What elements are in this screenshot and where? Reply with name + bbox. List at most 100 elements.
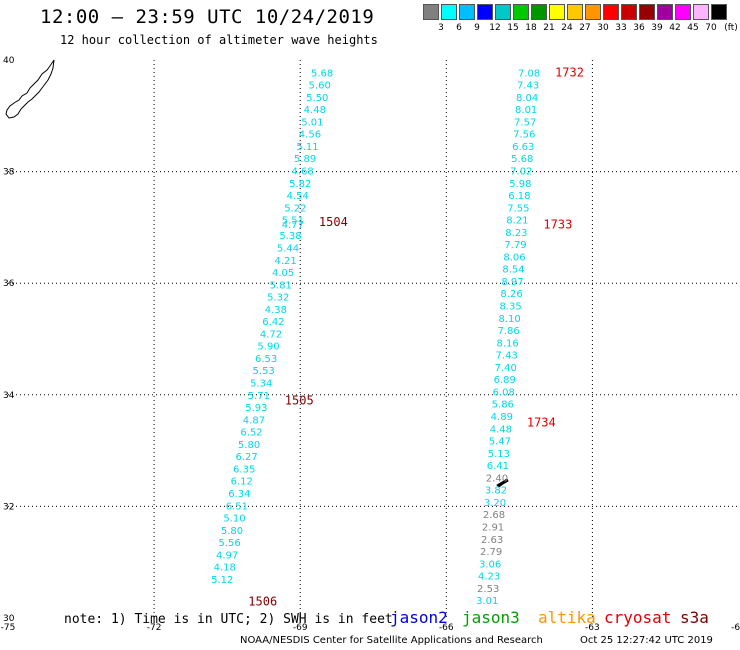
wave-height-value: 5.32 [267,293,289,304]
map-title: 12:00 – 23:59 UTC 10/24/2019 [40,6,375,28]
pass-time-label: 1733 [543,218,572,232]
wave-height-value: 7.02 [510,166,532,177]
wave-height-value: 8.06 [503,252,525,263]
wave-height-value: 7.79 [504,240,526,251]
scale-label: 15 [507,23,519,33]
wave-height-value: 7.56 [513,130,535,141]
scale-label: 6 [456,23,462,33]
lat-label: 38 [3,168,15,178]
scale-label: 42 [669,23,681,33]
wave-height-value: 5.34 [250,379,272,390]
lat-label: 40 [3,56,15,66]
pass-time-label: 1504 [319,215,348,229]
wave-height-value: 4.72 [260,329,282,340]
coastline [5,59,509,488]
scale-label: 21 [543,23,555,33]
wave-height-value: 5.90 [257,342,279,353]
wave-height-value: 5.10 [223,514,245,525]
wave-height-value: 2.63 [481,535,503,546]
wave-height-value: 5.98 [509,179,531,190]
wave-height-value: 8.97 [501,277,523,288]
wave-height-value: 5.56 [218,538,240,549]
wave-height-value: 5.22 [284,203,306,214]
scale-swatch [495,4,511,20]
wave-height-value: 6.35 [233,464,255,475]
wave-height-value: 6.53 [255,354,277,365]
scale-swatch [531,4,547,20]
pass-time-label: 1506 [248,594,277,608]
wave-height-value: 4.87 [243,415,265,426]
wave-height-value: 5.50 [306,93,328,104]
wave-height-value: 5.11 [296,142,318,153]
scale-label: 30 [597,23,609,33]
pass-time-label: 1505 [285,393,314,407]
credit-line: NOAA/NESDIS Center for Satellite Applica… [240,635,543,646]
wave-height-value: 4.48 [490,424,512,435]
scale-swatch [675,4,691,20]
scale-swatch [603,4,619,20]
wave-height-value: 2.68 [483,510,505,521]
wave-height-value: 6.18 [508,191,530,202]
scale-swatch [711,4,727,20]
wave-height-value: 7.86 [498,326,520,337]
wave-height-value: 5.68 [311,68,333,79]
satellite-name: jason2 [390,608,448,627]
wave-height-value: 8.16 [497,338,519,349]
axes-labels: -75 -72 -69 -66 -63 -60 40 38 36 34 32 30 [1,56,740,633]
grid-lines [8,60,739,618]
lon-label: -63 [585,623,600,633]
wave-height-value: 2.40 [486,473,508,484]
wave-height-value: 4.48 [304,105,326,116]
scale-swatch [693,4,709,20]
scale-label: 3 [438,23,444,33]
wave-height-value: 8.21 [506,216,528,227]
wave-height-value: 4.38 [265,305,287,316]
scale-label: 24 [561,23,573,33]
wave-height-value: 7.40 [495,363,517,374]
coastline-bermuda [496,478,509,488]
scale-swatch [567,4,583,20]
wave-height-value: 6.27 [235,452,257,463]
wave-height-value: 5.93 [245,403,267,414]
wave-height-value: 6.89 [494,375,516,386]
wave-height-value: 4.97 [216,550,238,561]
scale-swatch [477,4,493,20]
wave-height-value: 5.38 [279,231,301,242]
pass-time-label: 1734 [527,416,556,430]
wave-height-value: 8.26 [500,289,522,300]
lon-label: -72 [147,623,162,633]
wave-height-value: 3.06 [479,559,501,570]
coastline-cape-cod [5,59,55,119]
scale-swatch [441,4,457,20]
scale-swatch [459,4,475,20]
timestamp: Oct 25 12:27:42 UTC 2019 [580,635,713,646]
wave-height-value: 7.08 [518,68,540,79]
wave-height-value: 5.80 [221,526,243,537]
satellite-name: cryosat [604,608,672,627]
scale-label: 27 [579,23,591,33]
wave-height-value: 6.42 [262,317,284,328]
satellite-name: jason3 [462,608,520,627]
scale-label: 39 [651,23,663,33]
scale-swatch [585,4,601,20]
wave-height-value: 4.56 [299,130,321,141]
wave-height-value: 6.41 [487,461,509,472]
scale-swatch [657,4,673,20]
satellite-name: s3a [680,608,709,627]
wave-height-value: 2.79 [480,547,502,558]
wave-height-value: 4.89 [491,412,513,423]
scale-label: 70 [705,23,717,33]
lat-label: 32 [3,502,14,512]
scale-label: 18 [525,23,537,33]
wave-height-value: 6.12 [231,477,253,488]
wave-height-value: 5.53 [253,366,275,377]
wave-height-value: 5.81 [270,280,292,291]
wave-height-value: 5.86 [492,400,514,411]
lon-label: -75 [1,623,16,633]
lat-label: 34 [3,391,15,401]
lon-label: -60 [731,623,740,633]
wave-height-value: 8.35 [499,302,521,313]
wave-height-value: 2.91 [482,522,504,533]
wave-height-value: 4.54 [287,191,309,202]
